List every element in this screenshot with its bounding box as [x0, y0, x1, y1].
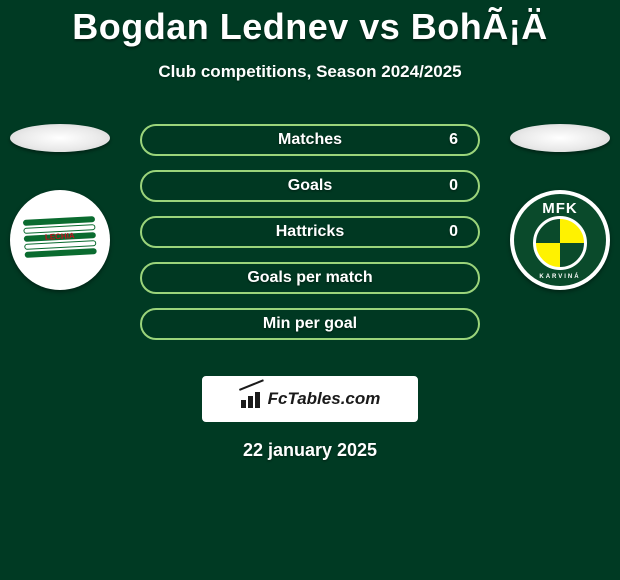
- player-left-column: LECHIA: [0, 124, 120, 290]
- logo: FcTables.com: [240, 389, 381, 409]
- fctables-chart-icon: [240, 390, 262, 408]
- logo-text: FcTables.com: [268, 389, 381, 409]
- stat-label: Goals: [288, 177, 332, 195]
- stat-bar-goals: Goals 0: [140, 170, 480, 202]
- stat-bar-matches: Matches 6: [140, 124, 480, 156]
- date-text: 22 january 2025: [0, 440, 620, 461]
- crest-top-text: MFK: [514, 200, 606, 217]
- page-title: Bogdan Lednev vs BohÃ¡Ä: [0, 0, 620, 48]
- crest-bottom-text: KARVINÁ: [514, 274, 606, 280]
- player-right-crest: MFK KARVINÁ: [510, 190, 610, 290]
- stat-value: 0: [449, 177, 458, 195]
- mfk-crest-icon: MFK KARVINÁ: [514, 194, 606, 286]
- stat-label: Hattricks: [276, 223, 344, 241]
- stat-bar-hattricks: Hattricks 0: [140, 216, 480, 248]
- stat-value: 6: [449, 131, 458, 149]
- player-left-crest: LECHIA: [10, 190, 110, 290]
- player-left-head-icon: [10, 124, 110, 152]
- stat-label: Goals per match: [247, 269, 372, 287]
- stat-label: Matches: [278, 131, 342, 149]
- stat-bars: Matches 6 Goals 0 Hattricks 0 Goals per …: [140, 124, 480, 340]
- comparison-area: LECHIA MFK KARVINÁ Matches 6 Goals 0: [0, 124, 620, 356]
- source-logo-box: FcTables.com: [202, 376, 418, 422]
- player-right-column: MFK KARVINÁ: [500, 124, 620, 290]
- infographic-root: Bogdan Lednev vs BohÃ¡Ä Club competition…: [0, 0, 620, 580]
- lechia-crest-icon: LECHIA: [23, 210, 98, 270]
- stat-value: 0: [449, 223, 458, 241]
- stat-label: Min per goal: [263, 315, 357, 333]
- player-right-head-icon: [510, 124, 610, 152]
- stat-bar-goals-per-match: Goals per match: [140, 262, 480, 294]
- page-subtitle: Club competitions, Season 2024/2025: [0, 62, 620, 82]
- stat-bar-min-per-goal: Min per goal: [140, 308, 480, 340]
